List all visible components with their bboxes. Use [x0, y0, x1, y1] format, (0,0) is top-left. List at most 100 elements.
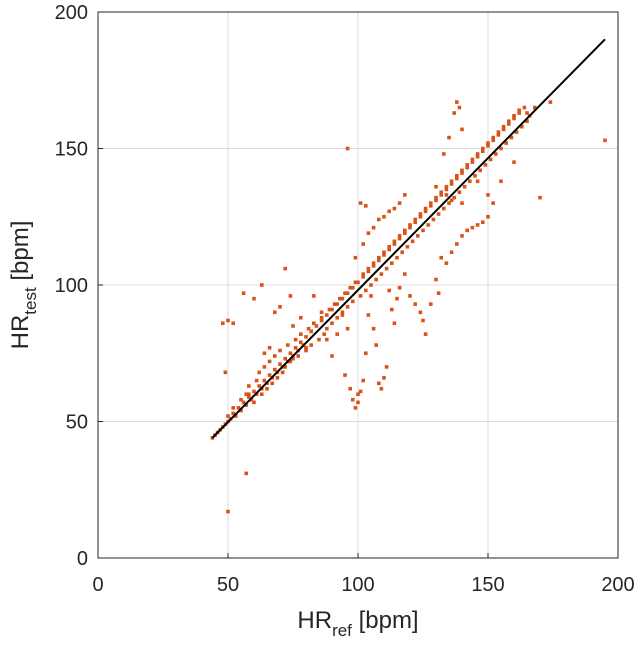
- data-point: [494, 152, 498, 156]
- data-point: [382, 253, 386, 257]
- data-point: [449, 198, 454, 203]
- data-point: [340, 313, 345, 317]
- data-point: [517, 108, 521, 113]
- data-point: [291, 356, 295, 361]
- data-point: [436, 291, 441, 295]
- x-axis-label-unit: [bpm]: [352, 607, 419, 634]
- data-point: [423, 206, 428, 211]
- data-point: [384, 266, 389, 271]
- data-point: [452, 111, 456, 115]
- data-point: [247, 384, 251, 388]
- data-point: [267, 345, 272, 350]
- data-point: [254, 378, 259, 383]
- data-point: [364, 288, 368, 293]
- data-point: [234, 414, 238, 418]
- data-point: [496, 133, 501, 137]
- data-point: [345, 326, 350, 331]
- data-point: [397, 285, 402, 290]
- data-point: [319, 315, 324, 320]
- data-point: [247, 392, 251, 396]
- data-point: [413, 220, 417, 225]
- data-point: [325, 337, 329, 342]
- data-point: [361, 378, 365, 383]
- data-point: [221, 321, 225, 326]
- data-point: [392, 321, 397, 326]
- data-point: [603, 138, 607, 143]
- data-point: [525, 111, 529, 115]
- data-point: [429, 204, 433, 208]
- data-point: [548, 100, 553, 104]
- data-point: [226, 509, 230, 514]
- data-point: [330, 354, 334, 358]
- data-point: [455, 174, 459, 178]
- data-point: [345, 146, 350, 151]
- x-tick-label: 150: [471, 574, 504, 596]
- y-tick-label: 150: [55, 139, 88, 161]
- data-point: [382, 376, 386, 380]
- svg-text:HRtest [bpm]: HRtest [bpm]: [7, 221, 40, 350]
- data-point: [283, 266, 287, 271]
- data-point: [525, 119, 529, 123]
- data-point: [257, 384, 261, 388]
- data-point: [434, 195, 438, 200]
- x-tick-label: 200: [601, 574, 634, 596]
- data-point: [507, 119, 511, 123]
- data-point: [444, 184, 449, 189]
- data-point: [262, 378, 267, 383]
- y-tick-label: 50: [66, 412, 88, 434]
- data-point: [413, 217, 417, 222]
- data-point: [501, 127, 506, 132]
- data-point: [226, 414, 230, 418]
- data-point: [353, 280, 358, 285]
- data-point: [358, 294, 363, 298]
- grid: [98, 12, 618, 558]
- data-point: [252, 389, 256, 394]
- data-point: [340, 310, 345, 315]
- data-point: [439, 255, 443, 260]
- data-point: [319, 318, 324, 323]
- data-point: [449, 182, 454, 186]
- data-point: [239, 408, 243, 413]
- data-point: [273, 354, 277, 358]
- data-point: [439, 193, 443, 197]
- data-point: [455, 176, 459, 181]
- data-point: [449, 179, 454, 184]
- data-point: [434, 184, 438, 189]
- data-point: [475, 152, 480, 156]
- data-point: [275, 376, 280, 380]
- data-point: [361, 272, 365, 276]
- data-point: [369, 294, 373, 298]
- data-point: [444, 187, 449, 192]
- data-point: [403, 193, 407, 197]
- data-point: [293, 345, 298, 350]
- data-point: [460, 234, 464, 238]
- data-point: [366, 266, 371, 271]
- data-point: [392, 242, 397, 246]
- data-point: [356, 400, 360, 405]
- data-point: [262, 365, 267, 369]
- data-point: [348, 386, 352, 391]
- data-point: [252, 400, 256, 405]
- data-point: [286, 343, 290, 347]
- data-point: [512, 113, 516, 118]
- data-point: [338, 296, 342, 301]
- data-point: [475, 223, 480, 227]
- data-point: [488, 157, 493, 162]
- data-point: [434, 277, 438, 282]
- data-point: [491, 138, 495, 143]
- data-point: [426, 223, 430, 227]
- data-point: [457, 190, 462, 194]
- data-point: [335, 302, 339, 306]
- fit-line: [211, 38, 606, 439]
- data-point: [392, 239, 397, 244]
- data-point: [408, 223, 412, 227]
- data-point: [410, 239, 415, 244]
- data-point: [241, 400, 246, 405]
- data-point: [447, 135, 451, 140]
- data-point: [397, 201, 402, 205]
- data-point: [377, 258, 381, 263]
- data-point: [299, 340, 303, 345]
- data-point: [244, 403, 248, 407]
- data-point: [371, 261, 376, 265]
- data-point: [507, 122, 511, 126]
